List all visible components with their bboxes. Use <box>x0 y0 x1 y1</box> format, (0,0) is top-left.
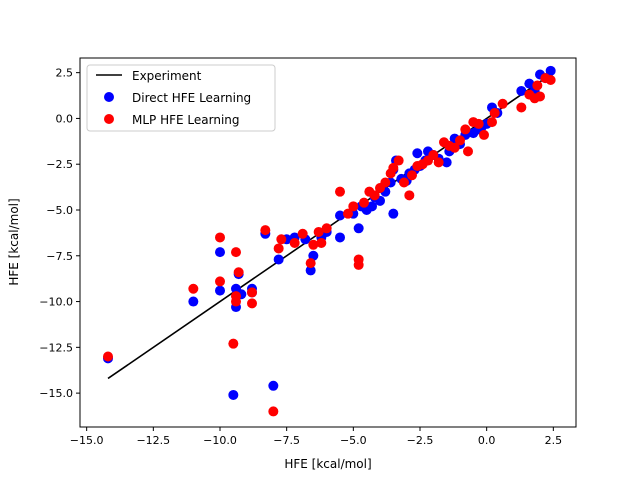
mlp-hfe-point <box>233 267 244 278</box>
mlp-hfe-point <box>455 135 465 146</box>
mlp-hfe-point <box>247 287 257 298</box>
mlp-hfe-point <box>260 225 271 236</box>
direct-hfe-point <box>215 247 225 258</box>
direct-hfe-point <box>335 232 345 243</box>
y-tick-label: 2.5 <box>56 67 74 80</box>
mlp-hfe-point <box>188 283 199 294</box>
legend-marker-direct <box>104 92 114 102</box>
mlp-hfe-point <box>380 177 391 188</box>
direct-hfe-point <box>228 389 239 400</box>
mlp-hfe-point <box>404 190 415 201</box>
y-axis-ticks: 2.5 0.0 −2.5 −5.0 −7.5 −10.0 −12.5 −15.0 <box>39 67 80 400</box>
x-tick-label: 2.5 <box>545 434 563 447</box>
direct-hfe-point <box>335 210 345 221</box>
y-tick-label: −5.0 <box>46 204 73 217</box>
mlp-hfe-point <box>103 351 113 362</box>
direct-hfe-point <box>412 148 423 159</box>
mlp-hfe-point <box>359 197 369 208</box>
mlp-hfe-point <box>305 258 316 269</box>
mlp-hfe-point <box>399 177 409 188</box>
x-tick-label: 0.0 <box>478 434 496 447</box>
mlp-hfe-point <box>268 406 279 417</box>
mlp-hfe-point <box>297 228 308 239</box>
mlp-hfe-point <box>228 338 239 349</box>
mlp-hfe-point <box>215 276 225 287</box>
mlp-hfe-point <box>460 124 471 135</box>
mlp-hfe-point <box>335 186 345 197</box>
direct-hfe-point <box>388 208 399 219</box>
legend-label-experiment: Experiment <box>132 69 202 83</box>
mlp-hfe-point <box>369 190 380 201</box>
direct-hfe-point <box>268 380 279 391</box>
mlp-hfe-point <box>316 237 327 248</box>
mlp-hfe-point <box>393 155 404 166</box>
direct-hfe-point <box>188 296 199 307</box>
mlp-hfe-point <box>532 80 543 91</box>
y-tick-label: −15.0 <box>39 387 73 400</box>
mlp-hfe-point <box>247 298 257 309</box>
mlp-hfe-point <box>479 129 489 140</box>
y-tick-label: −10.0 <box>39 296 73 309</box>
x-tick-label: −10.0 <box>203 434 237 447</box>
mlp-hfe-point <box>215 232 225 243</box>
mlp-hfe-point <box>433 157 444 168</box>
mlp-hfe-point <box>313 226 324 237</box>
direct-hfe-point <box>524 78 535 89</box>
legend-marker-mlp <box>104 114 114 124</box>
mlp-hfe-point <box>463 146 473 157</box>
mlp-hfe-point <box>289 237 300 248</box>
mlp-hfe-point <box>489 107 500 118</box>
mlp-hfe-point <box>343 208 353 219</box>
mlp-hfe-point <box>449 142 460 153</box>
mlp-hfe-point <box>497 98 508 109</box>
x-tick-label: −15.0 <box>70 434 104 447</box>
direct-hfe-point <box>305 265 316 276</box>
legend-box <box>86 64 276 132</box>
y-tick-label: −2.5 <box>46 158 73 171</box>
mlp-hfe-point <box>487 117 497 128</box>
direct-hfe-point <box>353 223 364 234</box>
marks-layer <box>103 65 556 417</box>
direct-hfe-point <box>545 65 556 76</box>
mlp-hfe-point <box>407 170 417 181</box>
direct-hfe-point <box>215 285 225 296</box>
mlp-hfe-point <box>428 150 439 161</box>
mlp-hfe-point <box>535 91 545 102</box>
legend-label-direct: Direct HFE Learning <box>132 91 251 105</box>
mlp-hfe-point <box>231 247 241 258</box>
mlp-hfe-point <box>308 239 319 250</box>
x-tick-label: −7.5 <box>273 434 300 447</box>
mlp-hfe-point <box>473 118 484 129</box>
direct-hfe-point <box>516 85 527 96</box>
legend: Experiment Direct HFE Learning MLP HFE L… <box>86 64 276 132</box>
plot-area: −15.0 −12.5 −10.0 −7.5 −5.0 −2.5 0.0 2.5 2.5 0.0… <box>39 57 577 447</box>
mlp-hfe-point <box>231 291 241 302</box>
x-tick-label: −5.0 <box>340 434 367 447</box>
mlp-hfe-point <box>545 74 556 85</box>
direct-hfe-point <box>273 254 284 265</box>
legend-label-mlp: MLP HFE Learning <box>132 113 240 127</box>
y-tick-label: 0.0 <box>56 112 74 125</box>
x-tick-label: −2.5 <box>407 434 434 447</box>
mlp-hfe-point <box>276 234 287 245</box>
mlp-hfe-point <box>348 201 359 212</box>
mlp-hfe-point <box>388 162 399 173</box>
direct-hfe-point <box>441 157 452 168</box>
mlp-hfe-point <box>321 223 332 234</box>
x-tick-label: −12.5 <box>136 434 170 447</box>
x-axis-ticks: −15.0 −12.5 −10.0 −7.5 −5.0 −2.5 0.0 2.5 <box>70 427 562 447</box>
series-mlp-hfe <box>103 73 556 417</box>
y-tick-label: −12.5 <box>39 341 73 354</box>
mlp-hfe-point <box>516 102 527 113</box>
direct-hfe-point <box>367 201 377 212</box>
mlp-hfe-point <box>353 259 364 270</box>
mlp-hfe-point <box>273 243 284 254</box>
y-tick-label: −7.5 <box>46 250 73 263</box>
x-axis-label: HFE [kcal/mol] <box>284 457 371 471</box>
y-axis-label: HFE [kcal/mol] <box>7 198 21 285</box>
